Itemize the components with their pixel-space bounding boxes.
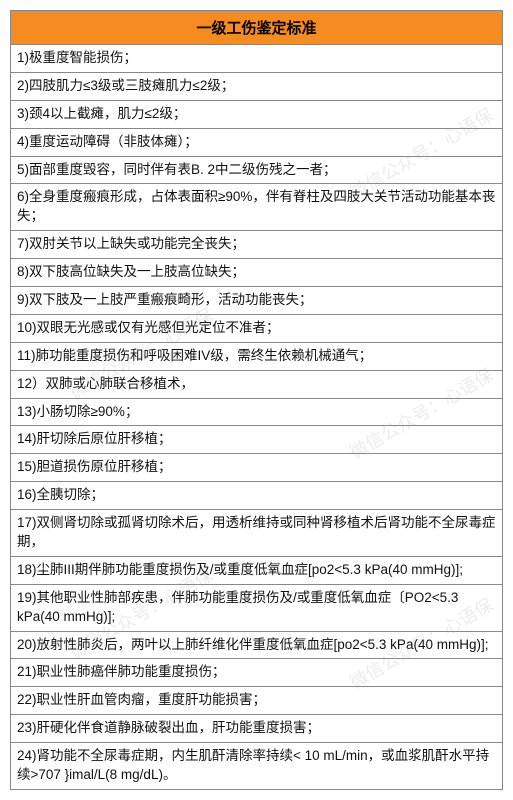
table-row: 10)双眼无光感或仅有光感但光定位不准者； bbox=[11, 314, 503, 342]
table-row: 4)重度运动障碍（非肢体瘫）； bbox=[11, 128, 503, 156]
table-row: 2)四肢肌力≤3级或三肢瘫肌力≤2级； bbox=[11, 72, 503, 100]
table-row: 24)肾功能不全尿毒症期，内生肌酐清除率持续< 10 mL/min，或血浆肌酐水… bbox=[11, 743, 503, 790]
table-row: 7)双肘关节以上缺失或功能完全丧失； bbox=[11, 231, 503, 259]
table-body: 1)极重度智能损伤；2)四肢肌力≤3级或三肢瘫肌力≤2级；3)颈4以上截瘫，肌力… bbox=[11, 45, 503, 790]
table-row: 11)肺功能重度损伤和呼吸困难IV级，需终生依赖机械通气； bbox=[11, 342, 503, 370]
table-row: 16)全胰切除； bbox=[11, 482, 503, 510]
table-row: 17)双侧肾切除或孤肾切除术后，用透析维持或同种肾移植术后肾功能不全尿毒症期， bbox=[11, 510, 503, 557]
table-row: 14)肝切除后原位肝移植； bbox=[11, 426, 503, 454]
table-row: 5)面部重度毁容，同时伴有表B. 2中二级伤残之一者； bbox=[11, 156, 503, 184]
table-header: 一级工伤鉴定标准 bbox=[11, 11, 503, 45]
table-row: 21)职业性肺癌伴肺功能重度损伤； bbox=[11, 659, 503, 687]
table-row: 15)胆道损伤原位肝移植； bbox=[11, 454, 503, 482]
table-row: 19)其他职业性肺部疾患，伴肺功能重度损伤及/或重度低氧血症〔PO2<5.3 k… bbox=[11, 584, 503, 631]
table-row: 13)小肠切除≥90%； bbox=[11, 398, 503, 426]
table-row: 23)肝硬化伴食道静脉破裂出血，肝功能重度损害； bbox=[11, 715, 503, 743]
injury-standard-table: 一级工伤鉴定标准 1)极重度智能损伤；2)四肢肌力≤3级或三肢瘫肌力≤2级；3)… bbox=[10, 10, 503, 790]
table-row: 3)颈4以上截瘫，肌力≤2级； bbox=[11, 100, 503, 128]
table-row: 1)极重度智能损伤； bbox=[11, 45, 503, 73]
table-row: 6)全身重度瘢痕形成，占体表面积≥90%，伴有脊柱及四肢大关节活动功能基本丧失； bbox=[11, 184, 503, 231]
table-row: 20)放射性肺炎后，两叶以上肺纤维化伴重度低氧血症[po2<5.3 kPa(40… bbox=[11, 631, 503, 659]
table-row: 18)尘肺III期伴肺功能重度损伤及/或重度低氧血症[po2<5.3 kPa(4… bbox=[11, 556, 503, 584]
table-row: 12）双肺或心肺联合移植术， bbox=[11, 370, 503, 398]
table-row: 9)双下肢及一上肢严重瘢痕畸形，活动功能丧失； bbox=[11, 287, 503, 315]
table-row: 22)职业性肝血管肉瘤，重度肝功能损害； bbox=[11, 687, 503, 715]
table-row: 8)双下肢高位缺失及一上肢高位缺失； bbox=[11, 259, 503, 287]
